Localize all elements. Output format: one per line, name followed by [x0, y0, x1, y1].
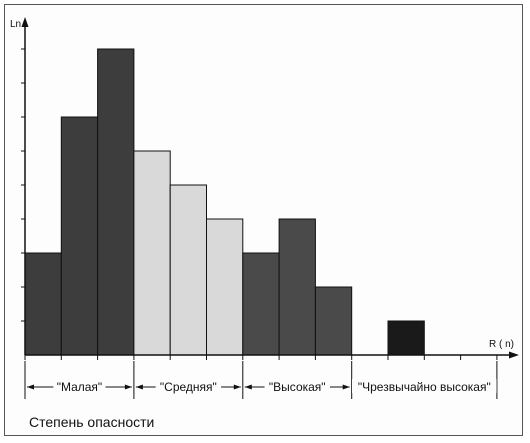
figure-frame: Ln R ( n) "Малая" "Средняя" "Высокая" "Чрез…: [4, 4, 523, 436]
group-range-arrow-right: [233, 384, 241, 390]
group-range-arrow-right: [124, 384, 132, 390]
x-ticks: [24, 355, 498, 360]
group-range-arrow-left: [244, 384, 252, 390]
bar: [169, 184, 207, 356]
group-range-arrow-right: [342, 384, 350, 390]
bar: [60, 116, 99, 356]
y-ticks: [21, 48, 25, 322]
bar: [278, 218, 316, 356]
y-axis-arrow: [21, 17, 29, 27]
x-caption: Степень опасности: [29, 414, 155, 430]
group-range-arrow-left: [135, 384, 143, 390]
bar: [24, 252, 62, 356]
bar: [387, 320, 425, 356]
bar-chart: Ln R ( n) "Малая" "Средняя" "Высокая" "Чрез…: [10, 17, 519, 399]
axes-layer: Ln R ( n): [10, 17, 519, 360]
group-label: "Чрезвычайно высокая": [358, 380, 491, 394]
bars-layer: [24, 48, 425, 356]
group-range-arrow-left: [27, 384, 34, 390]
x-axis-label: R ( n): [489, 339, 514, 350]
group-label: "Высокая": [269, 380, 326, 394]
bar: [314, 286, 353, 356]
x-axis-arrow: [509, 351, 519, 359]
group-label-bg: [53, 379, 106, 393]
bar: [97, 48, 135, 356]
bar: [206, 218, 244, 356]
bar: [133, 150, 171, 356]
y-axis-label: Ln: [10, 19, 21, 30]
group-label: "Средняя": [160, 380, 217, 394]
group-label: "Малая": [57, 380, 103, 394]
group-label-bg: [352, 379, 497, 393]
group-ranges: "Малая" "Средняя" "Высокая" "Чрезвычайно вы…: [24, 361, 498, 399]
group-label-bg: [264, 379, 330, 393]
group-label-bg: [155, 379, 222, 393]
bar: [242, 252, 280, 356]
